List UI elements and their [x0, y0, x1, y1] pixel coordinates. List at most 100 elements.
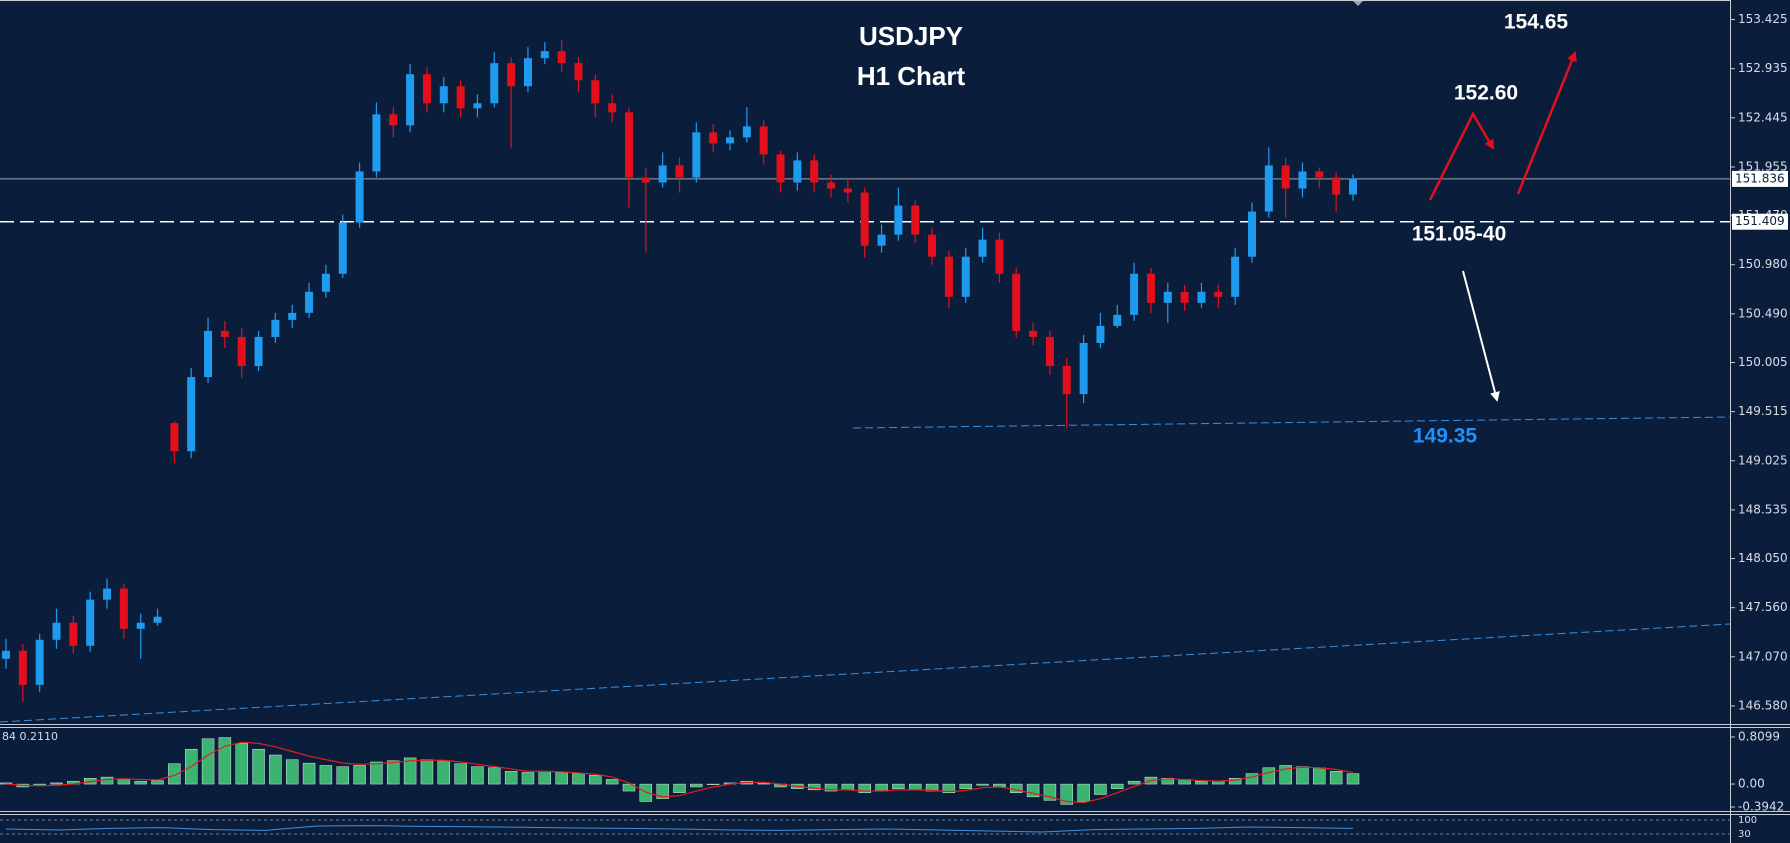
- candle-body: [591, 80, 600, 104]
- macd-bar: [134, 780, 147, 785]
- shift-marker: [1352, 0, 1364, 6]
- macd-bar: [892, 783, 905, 789]
- macd-bar: [1245, 773, 1259, 785]
- macd-bar: [387, 760, 400, 785]
- macd-bar: [589, 775, 602, 785]
- candle-body: [1247, 211, 1256, 257]
- macd-bar: [909, 783, 922, 791]
- candle-body: [624, 112, 633, 178]
- annotation: 152.60: [1454, 82, 1518, 105]
- macd-bar: [1262, 767, 1276, 785]
- candle-body: [1045, 336, 1054, 367]
- candle-body: [843, 188, 852, 193]
- macd-bar: [538, 771, 551, 785]
- candle-body: [1214, 291, 1223, 297]
- candle-body: [1197, 291, 1206, 303]
- annotation: 154.65: [1504, 11, 1569, 34]
- candle-body: [944, 256, 953, 297]
- candle-body: [675, 165, 684, 178]
- candle-layer: [0, 40, 1360, 833]
- macd-bar: [269, 754, 282, 785]
- macd-bar: [201, 738, 215, 785]
- macd-signal-line: [5, 741, 1354, 804]
- support-trendline: [852, 416, 1731, 429]
- candle-body: [237, 336, 246, 367]
- candle-body: [271, 319, 280, 337]
- macd-bar: [1094, 783, 1107, 795]
- candle-body: [523, 58, 532, 87]
- candle-body: [1180, 291, 1189, 303]
- candle-body: [2, 650, 10, 659]
- macd-bar: [1228, 778, 1242, 785]
- macd-bar: [319, 765, 333, 785]
- macd-bar: [959, 783, 972, 789]
- candle-body: [187, 377, 196, 452]
- candle-body: [759, 126, 768, 155]
- macd-bar: [1077, 783, 1090, 802]
- candle-body: [742, 126, 751, 138]
- candle-body: [1349, 178, 1357, 195]
- y-tick-label: 147.070: [1738, 649, 1788, 663]
- chart-subtitle: H1 Chart: [857, 61, 966, 91]
- macd-bar: [286, 759, 299, 785]
- macd-bar: [942, 783, 956, 793]
- candle-body: [86, 599, 95, 646]
- candle-body: [1130, 273, 1139, 315]
- candle-body: [406, 74, 415, 126]
- candle-body: [692, 132, 701, 178]
- candle-body: [1264, 165, 1273, 212]
- y-tick-label: 153.425: [1738, 12, 1788, 26]
- macd-bar: [1346, 773, 1360, 785]
- price-label: 151.836: [1735, 171, 1785, 185]
- price-label: 151.409: [1735, 214, 1785, 228]
- candle-body: [658, 165, 667, 183]
- candle-body: [1231, 256, 1240, 297]
- y-tick-label: 152.445: [1738, 110, 1788, 124]
- candle-body: [220, 330, 229, 337]
- macd-label: 84 0.2110: [2, 730, 58, 743]
- candle-body: [860, 192, 869, 246]
- price-label-box: [1732, 213, 1788, 230]
- macd-bar: [690, 783, 703, 788]
- candle-body: [641, 177, 650, 183]
- candle-body: [1012, 273, 1021, 331]
- macd-bar: [1313, 767, 1326, 785]
- candle-body: [1096, 325, 1105, 343]
- candle-body: [1332, 177, 1341, 195]
- candle-body: [456, 86, 465, 109]
- macd-bar: [605, 779, 619, 785]
- candle-body: [608, 103, 617, 113]
- macd-bar: [168, 763, 181, 785]
- macd-bar: [572, 773, 585, 785]
- candle-body: [103, 588, 112, 600]
- chart-title: USDJPY: [859, 21, 963, 51]
- candle-body: [153, 616, 162, 623]
- y-tick-label: 149.025: [1738, 453, 1788, 467]
- candle-body: [1298, 171, 1307, 189]
- candle-body: [321, 273, 330, 292]
- macd-bar: [976, 783, 989, 786]
- macd-tick-label: -0.3942: [1738, 799, 1784, 813]
- candle-body: [490, 63, 499, 104]
- candle-body: [961, 256, 970, 297]
- macd-bar: [471, 766, 484, 785]
- candle-body: [439, 86, 448, 104]
- macd-bar: [454, 763, 467, 785]
- red-arrow-target: [1516, 51, 1577, 195]
- candle-body: [305, 291, 314, 313]
- rsi-tick-label: 100: [1738, 815, 1757, 826]
- candle-body: [911, 205, 920, 235]
- macd-bar: [706, 783, 720, 785]
- macd-bar: [521, 772, 535, 785]
- candle-body: [1315, 171, 1324, 178]
- y-tick-label: 152.935: [1738, 61, 1788, 75]
- macd-bar: [302, 762, 316, 785]
- macd-bar: [403, 757, 417, 785]
- candle-body: [1113, 314, 1122, 326]
- candle-body: [709, 132, 718, 144]
- macd-bar: [555, 772, 568, 785]
- macd-bar: [1026, 783, 1040, 798]
- macd-bar: [420, 759, 434, 785]
